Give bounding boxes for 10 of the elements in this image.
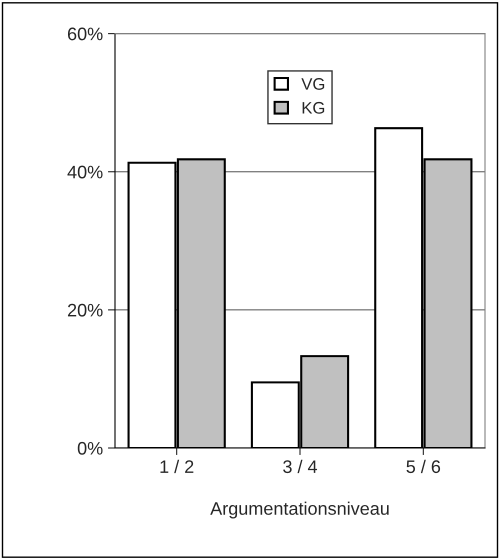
x-tick-label: 3 / 4 (283, 460, 318, 474)
y-tick-label: 60% (68, 28, 103, 40)
y-tick-label: 40% (67, 166, 103, 178)
x-tick-label: 1 / 2 (160, 460, 194, 474)
y-tick-label: 20% (68, 304, 103, 317)
y-tick-label: 0% (78, 442, 103, 455)
legend-label: VG (301, 78, 324, 90)
x-axis-title: Argumentationsniveau (210, 502, 389, 518)
x-tick-label: 5 / 6 (406, 460, 440, 474)
legend-label: KG (302, 102, 324, 114)
